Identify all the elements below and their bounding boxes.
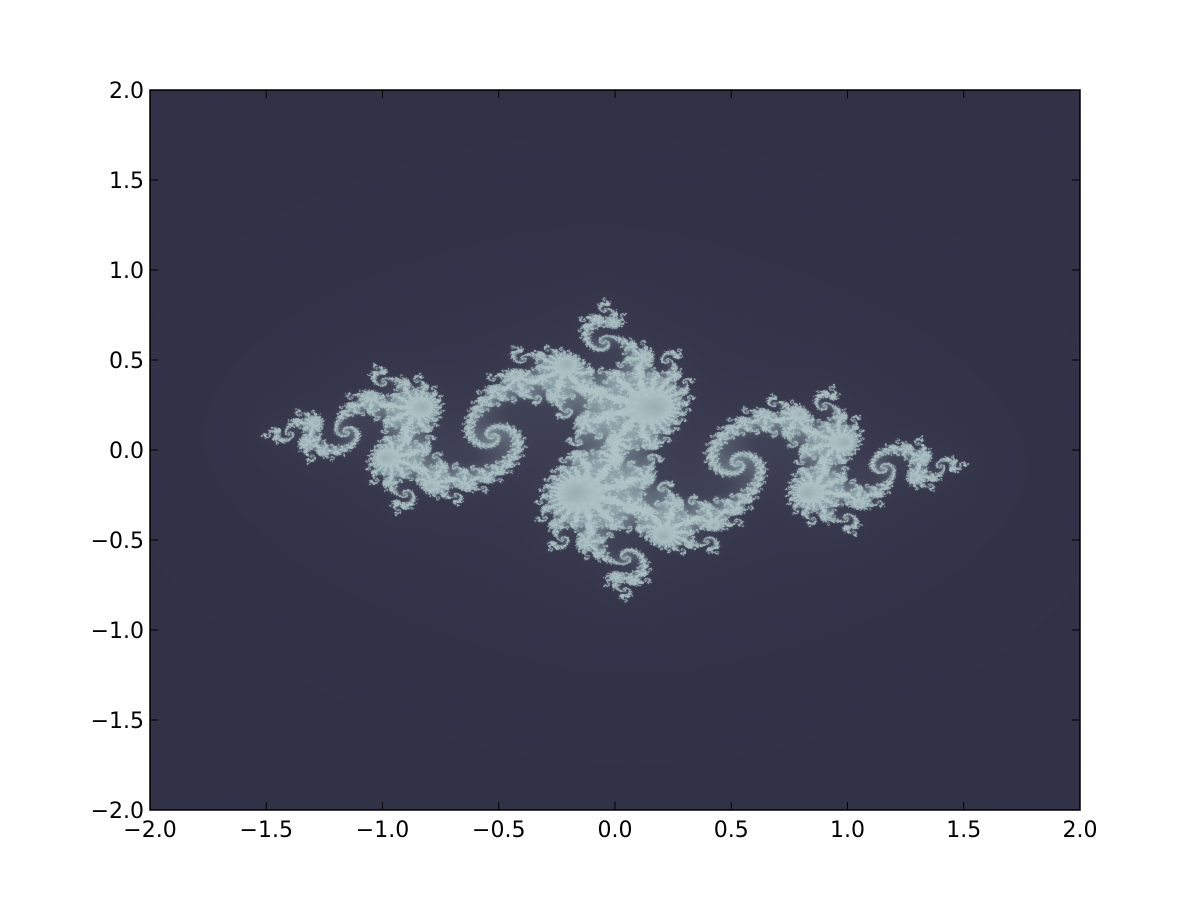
y-tick-label: 0.5 [109,349,144,374]
x-tick-label: −1.0 [356,818,409,843]
x-tick-label: 0.5 [714,818,749,843]
axis-tick-labels: −2.0 −1.5 −1.0 −0.5 0.0 0.5 1.0 1.5 2.0 −2.0 −1.5 −… [91,79,1098,843]
axes-frame [149,89,1081,811]
y-tick-label: −1.0 [91,619,144,644]
y-tick-label: 1.5 [109,169,144,194]
julia-set-heatmap [150,90,1080,810]
x-tick-label: 2.0 [1063,818,1098,843]
x-tick-label: 1.0 [830,818,865,843]
x-tick-label: −0.5 [472,818,525,843]
y-tick-label: −1.5 [91,709,144,734]
y-tick-label: 1.0 [109,259,144,284]
x-tick-label: 1.5 [946,818,981,843]
y-tick-label: 2.0 [109,79,144,104]
plot-area [150,90,1080,810]
y-tick-label: −0.5 [91,529,144,554]
x-tick-label: −2.0 [123,818,176,843]
x-tick-label: −1.5 [240,818,293,843]
y-tick-label: 0.0 [109,439,144,464]
y-tick-label: −2.0 [91,799,144,824]
x-tick-label: 0.0 [598,818,633,843]
